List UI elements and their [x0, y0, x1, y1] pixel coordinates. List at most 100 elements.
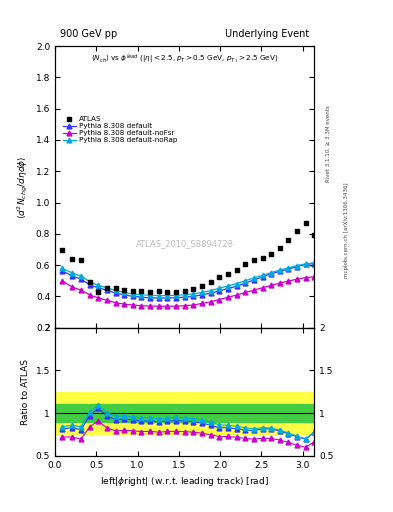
Text: Rivet 3.1.10, ≥ 3.3M events: Rivet 3.1.10, ≥ 3.3M events	[326, 105, 331, 182]
Pythia 8.308 default-noRap	[252, 275, 256, 281]
Pythia 8.308 default-noRap	[217, 285, 222, 291]
Pythia 8.308 default	[191, 293, 196, 300]
Pythia 8.308 default-noFsr	[87, 292, 92, 298]
ATLAS	[112, 284, 119, 292]
Pythia 8.308 default	[252, 277, 256, 283]
Pythia 8.308 default-noFsr	[226, 294, 230, 300]
ATLAS	[277, 244, 283, 252]
ATLAS	[259, 254, 266, 262]
Pythia 8.308 default-noFsr	[312, 274, 317, 280]
Pythia 8.308 default-noFsr	[105, 297, 109, 304]
Pythia 8.308 default	[96, 285, 101, 291]
Pythia 8.308 default	[208, 290, 213, 296]
Pythia 8.308 default-noRap	[156, 292, 161, 298]
Pythia 8.308 default-noFsr	[165, 303, 170, 309]
Line: Pythia 8.308 default: Pythia 8.308 default	[59, 261, 317, 301]
ATLAS	[242, 260, 248, 268]
Pythia 8.308 default	[156, 295, 161, 301]
Pythia 8.308 default-noFsr	[217, 296, 222, 303]
ATLAS	[69, 255, 75, 263]
Pythia 8.308 default-noRap	[79, 273, 83, 279]
Pythia 8.308 default-noFsr	[260, 285, 265, 291]
Pythia 8.308 default-noFsr	[200, 301, 204, 307]
Pythia 8.308 default-noFsr	[139, 303, 144, 309]
Pythia 8.308 default-noRap	[208, 288, 213, 294]
ATLAS	[311, 231, 318, 240]
Pythia 8.308 default-noRap	[165, 292, 170, 298]
Y-axis label: $\langle d^2 N_{chg}/d\eta d\phi \rangle$: $\langle d^2 N_{chg}/d\eta d\phi \rangle…	[16, 155, 30, 219]
Text: Underlying Event: Underlying Event	[225, 29, 309, 39]
Pythia 8.308 default-noRap	[113, 287, 118, 293]
Pythia 8.308 default	[165, 295, 170, 301]
Text: ATLAS_2010_S8894728: ATLAS_2010_S8894728	[136, 239, 234, 248]
Pythia 8.308 default	[105, 287, 109, 293]
ATLAS	[121, 286, 127, 294]
Pythia 8.308 default	[59, 267, 64, 273]
ATLAS	[59, 246, 65, 254]
Bar	[55, 392, 314, 434]
Pythia 8.308 default-noRap	[70, 270, 75, 276]
ATLAS	[147, 288, 153, 296]
Text: mcplots.cern.ch [arXiv:1306.3436]: mcplots.cern.ch [arXiv:1306.3436]	[344, 183, 349, 278]
Pythia 8.308 default	[174, 294, 178, 301]
ATLAS	[86, 278, 93, 286]
Pythia 8.308 default	[87, 282, 92, 288]
Pythia 8.308 default-noFsr	[174, 303, 178, 309]
Pythia 8.308 default-noRap	[243, 278, 248, 284]
Pythia 8.308 default	[286, 266, 291, 272]
Pythia 8.308 default	[243, 280, 248, 286]
Pythia 8.308 default	[200, 292, 204, 298]
Y-axis label: Ratio to ATLAS: Ratio to ATLAS	[21, 359, 30, 424]
ATLAS	[294, 227, 300, 235]
Pythia 8.308 default	[269, 271, 274, 277]
Pythia 8.308 default-noRap	[226, 283, 230, 289]
Pythia 8.308 default-noRap	[130, 291, 135, 297]
Pythia 8.308 default-noRap	[148, 292, 152, 298]
ATLAS	[285, 236, 292, 244]
Pythia 8.308 default-noRap	[96, 283, 101, 289]
Pythia 8.308 default-noFsr	[208, 299, 213, 305]
Pythia 8.308 default-noRap	[295, 263, 299, 269]
Line: Pythia 8.308 default-noRap: Pythia 8.308 default-noRap	[59, 260, 317, 298]
Pythia 8.308 default-noFsr	[252, 287, 256, 293]
Pythia 8.308 default-noFsr	[79, 287, 83, 293]
ATLAS	[216, 273, 222, 281]
Pythia 8.308 default-noFsr	[182, 303, 187, 309]
Text: $\langle N_{ch} \rangle$ vs $\phi^{lead}$ ($|\eta| < 2.5, p_T > 0.5$ GeV, $p_{T_: $\langle N_{ch} \rangle$ vs $\phi^{lead}…	[91, 53, 279, 67]
Pythia 8.308 default	[70, 273, 75, 279]
ATLAS	[138, 287, 145, 295]
Pythia 8.308 default	[295, 264, 299, 270]
Pythia 8.308 default	[79, 276, 83, 282]
Pythia 8.308 default-noFsr	[59, 278, 64, 284]
Pythia 8.308 default-noRap	[269, 269, 274, 275]
Pythia 8.308 default	[277, 268, 282, 274]
ATLAS	[199, 282, 205, 290]
Pythia 8.308 default-noRap	[234, 281, 239, 287]
Pythia 8.308 default-noFsr	[277, 280, 282, 286]
Pythia 8.308 default-noRap	[303, 261, 308, 267]
Legend: ATLAS, Pythia 8.308 default, Pythia 8.308 default-noFsr, Pythia 8.308 default-no: ATLAS, Pythia 8.308 default, Pythia 8.30…	[61, 115, 178, 145]
ATLAS	[190, 285, 196, 293]
Pythia 8.308 default-noFsr	[70, 284, 75, 290]
Pythia 8.308 default	[182, 294, 187, 300]
Pythia 8.308 default-noFsr	[286, 278, 291, 284]
Line: Pythia 8.308 default-noFsr: Pythia 8.308 default-noFsr	[59, 274, 317, 309]
ATLAS	[173, 288, 179, 296]
Pythia 8.308 default-noFsr	[243, 289, 248, 295]
Pythia 8.308 default-noFsr	[303, 274, 308, 281]
Pythia 8.308 default-noRap	[191, 291, 196, 297]
Pythia 8.308 default-noRap	[87, 279, 92, 285]
Pythia 8.308 default-noFsr	[96, 295, 101, 301]
ATLAS	[225, 270, 231, 278]
ATLAS	[104, 284, 110, 292]
ATLAS	[78, 255, 84, 264]
Pythia 8.308 default-noFsr	[130, 302, 135, 308]
Pythia 8.308 default	[226, 286, 230, 292]
Pythia 8.308 default-noFsr	[156, 303, 161, 309]
Pythia 8.308 default-noRap	[312, 260, 317, 266]
Pythia 8.308 default-noRap	[260, 272, 265, 279]
Pythia 8.308 default-noFsr	[148, 303, 152, 309]
ATLAS	[95, 288, 101, 296]
X-axis label: left|$\phi$right| (w.r.t. leading track) [rad]: left|$\phi$right| (w.r.t. leading track)…	[100, 475, 269, 488]
Pythia 8.308 default-noFsr	[295, 276, 299, 282]
